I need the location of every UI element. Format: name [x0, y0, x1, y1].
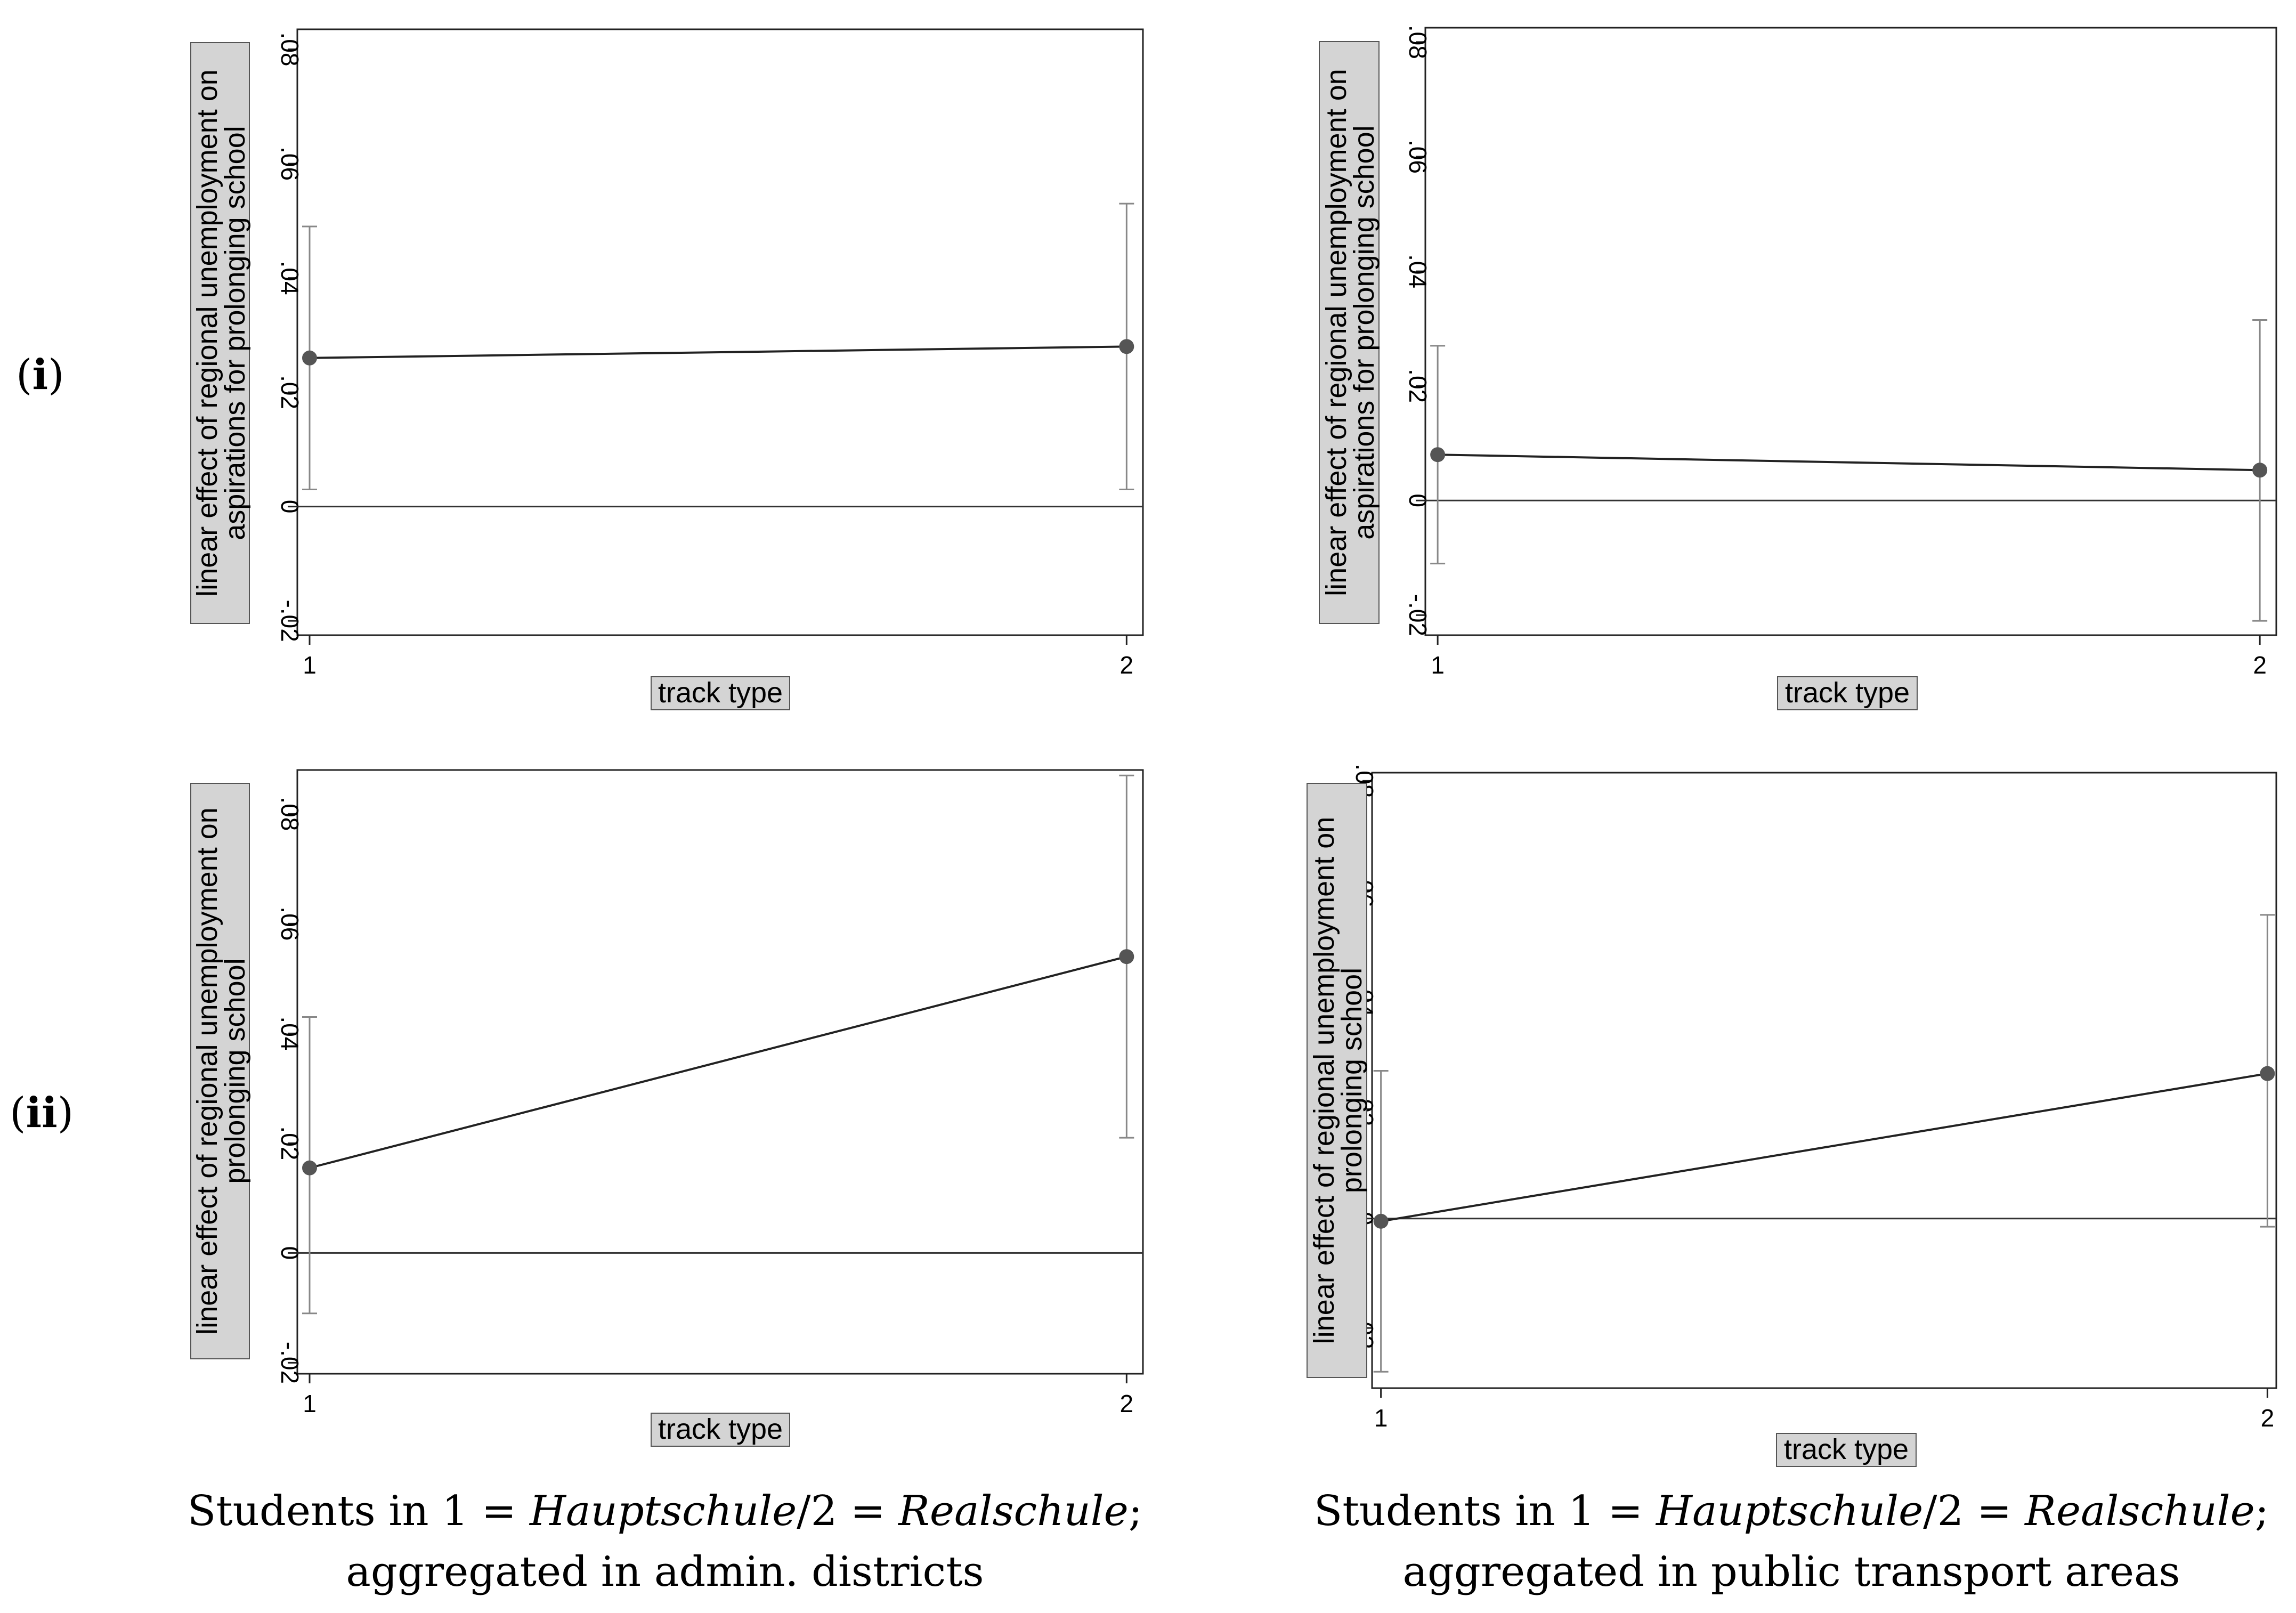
x-tick-label: 2 [2261, 1404, 2275, 1432]
y-axis-title: linear effect of regional unemployment o… [191, 69, 251, 597]
y-tick-label: .04 [276, 1016, 304, 1050]
y-tick-label: .02 [276, 1126, 304, 1160]
data-point [302, 1160, 317, 1176]
x-axis-title: track type [658, 1413, 783, 1445]
data-point [2252, 463, 2268, 478]
x-axis-title-box [1777, 676, 1918, 710]
y-axis-title-box [1307, 783, 1367, 1378]
caption-right-line2: aggregated in public transport areas [1402, 1548, 2180, 1596]
y-axis-title-line: prolonging school [1336, 968, 1368, 1193]
y-axis-title-line: linear effect of regional unemployment o… [1308, 817, 1340, 1344]
x-tick-label: 2 [1120, 1390, 1134, 1417]
caption-left-line1: Students in 1 = Hauptschule/2 = Realschu… [188, 1487, 1142, 1535]
caption-left-line2: aggregated in admin. districts [346, 1548, 984, 1596]
x-axis-title: track type [658, 677, 783, 709]
y-axis-title-line: aspirations for prolonging school [219, 126, 251, 540]
x-tick-label: 1 [303, 1390, 317, 1417]
series-line [309, 955, 1127, 1169]
y-axis-title: linear effect of regional unemployment o… [191, 807, 251, 1335]
x-axis-title-box [651, 1413, 790, 1447]
data-point [1373, 1213, 1389, 1229]
plot-frame [296, 28, 1144, 636]
data-point [302, 350, 317, 366]
caption-right-line1: Students in 1 = Hauptschule/2 = Realschu… [1314, 1487, 2269, 1535]
data-point [1119, 949, 1134, 964]
y-axis-title: linear effect of regional unemployment o… [1308, 817, 1368, 1344]
plot-frame [1371, 772, 2277, 1389]
y-tick-label: -.02 [276, 600, 304, 642]
y-axis-title-box [190, 783, 250, 1359]
row-label-ii: (ii) [10, 1089, 74, 1137]
x-tick-label: 1 [1431, 651, 1445, 679]
data-point [2260, 1066, 2275, 1081]
plot-frame [1424, 27, 2277, 636]
y-axis-title-box [190, 42, 250, 624]
x-tick-label: 1 [303, 651, 317, 679]
x-axis-title-box [651, 676, 790, 710]
y-tick-label: .02 [1404, 369, 1432, 403]
y-tick-label: .08 [1404, 25, 1432, 59]
y-tick-label: -.02 [1404, 594, 1432, 636]
y-axis-title: linear effect of regional unemployment o… [1320, 69, 1380, 596]
y-tick-label: -.02 [276, 1342, 304, 1384]
y-tick-label: .06 [276, 906, 304, 941]
y-tick-label: .04 [1404, 254, 1432, 288]
y-axis-title-line: prolonging school [219, 958, 251, 1184]
y-tick-label: .04 [276, 261, 304, 295]
y-axis-title-line: linear effect of regional unemployment o… [1320, 69, 1352, 596]
data-point [1119, 339, 1134, 354]
y-tick-label: .08 [276, 797, 304, 831]
x-axis-title: track type [1785, 677, 1910, 709]
y-axis-title-line: linear effect of regional unemployment o… [191, 69, 223, 597]
x-axis-title-box [1776, 1433, 1917, 1467]
x-tick-label: 2 [2253, 651, 2267, 679]
y-axis-title-box [1319, 41, 1380, 624]
x-tick-label: 2 [1120, 651, 1134, 679]
y-tick-label: .06 [276, 147, 304, 181]
plot-frame [296, 769, 1144, 1375]
y-tick-label: .06 [1404, 140, 1432, 174]
y-tick-label: .02 [276, 375, 304, 409]
row-label-i: (i) [16, 351, 64, 399]
data-point [1430, 447, 1446, 463]
series-line [1438, 453, 2260, 472]
y-tick-label: .08 [276, 33, 304, 67]
y-axis-title-line: linear effect of regional unemployment o… [191, 807, 223, 1335]
x-tick-label: 1 [1374, 1404, 1388, 1432]
x-axis-title: track type [1784, 1433, 1909, 1465]
series-line [1381, 1072, 2268, 1222]
y-axis-title-line: aspirations for prolonging school [1348, 125, 1380, 539]
series-line [309, 345, 1127, 359]
